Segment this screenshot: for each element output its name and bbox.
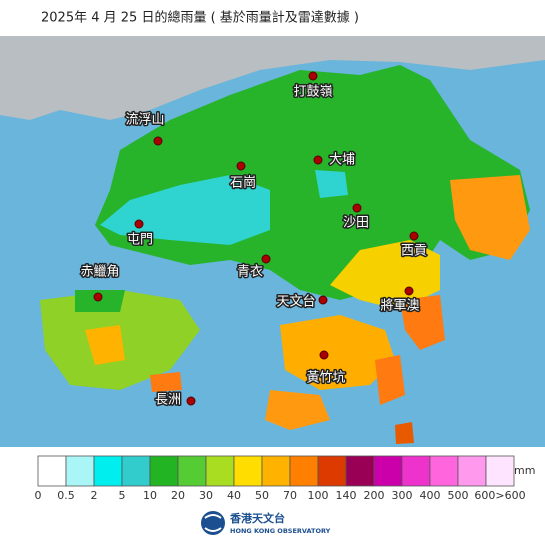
legend-label: 20 bbox=[171, 489, 185, 502]
legend-swatch bbox=[205, 455, 235, 487]
legend-swatch bbox=[317, 455, 347, 487]
legend-label: 5 bbox=[119, 489, 126, 502]
place-label: 黃竹坑 bbox=[306, 371, 345, 386]
place-label: 長洲 bbox=[155, 393, 181, 408]
legend-label: 10 bbox=[143, 489, 157, 502]
place-label: 西貢 bbox=[401, 244, 427, 259]
legend-label: 30 bbox=[199, 489, 213, 502]
place-label: 石崗 bbox=[230, 176, 256, 191]
station-dot bbox=[308, 71, 318, 81]
station-dot bbox=[409, 231, 419, 241]
station-dot bbox=[134, 219, 144, 229]
station-dot bbox=[261, 254, 271, 264]
map bbox=[0, 36, 545, 447]
station-dot bbox=[236, 161, 246, 171]
title: 2025年 4 月 25 日的總雨量 ( 基於雨量計及雷達數據 ) bbox=[41, 10, 359, 26]
legend-label: 100 bbox=[308, 489, 329, 502]
station-dot bbox=[153, 136, 163, 146]
legend-swatch bbox=[233, 455, 263, 487]
legend-swatch bbox=[401, 455, 431, 487]
station-dot bbox=[352, 203, 362, 213]
legend-swatch bbox=[177, 455, 207, 487]
place-label: 赤鱲角 bbox=[80, 265, 119, 280]
place-label: 青衣 bbox=[237, 264, 263, 280]
legend-swatch bbox=[121, 455, 151, 487]
legend-label: 500 bbox=[448, 489, 469, 502]
legend-unit: mm bbox=[514, 464, 535, 477]
legend-label: 0 bbox=[35, 489, 42, 502]
logo-name: 香港天文台 bbox=[229, 511, 285, 525]
legend: mm 0 0.5 2 5 10 20 30 40 50 70 100 140 200 300 400 500 6… bbox=[35, 455, 535, 502]
logo: 香港天文台 HONG KONG OBSERVATORY bbox=[201, 511, 331, 535]
station-dot bbox=[319, 350, 329, 360]
station-dot bbox=[186, 396, 196, 406]
places: 打鼓嶺 流浮山 大埔 石崗 沙田 屯門 西貢 赤鱲角 青衣 天文台 將軍澳 黃竹… bbox=[79, 71, 429, 409]
legend-swatch bbox=[345, 455, 375, 487]
legend-label: 300 bbox=[392, 489, 413, 502]
place-label: 流浮山 bbox=[125, 113, 164, 128]
legend-label: 600>600 bbox=[474, 489, 525, 502]
station-dot bbox=[93, 292, 103, 302]
legend-swatch bbox=[65, 455, 95, 487]
place-label: 屯門 bbox=[127, 233, 153, 248]
station-dot bbox=[313, 155, 323, 165]
legend-swatch bbox=[485, 455, 515, 487]
legend-swatch bbox=[261, 455, 291, 487]
legend-label: 400 bbox=[420, 489, 441, 502]
legend-label: 70 bbox=[283, 489, 297, 502]
place-label: 天文台 bbox=[276, 295, 315, 310]
legend-swatch bbox=[289, 455, 319, 487]
legend-swatch bbox=[149, 455, 179, 487]
station-dot bbox=[404, 286, 414, 296]
legend-label: 0.5 bbox=[57, 489, 75, 502]
place-label: 大埔 bbox=[329, 153, 355, 168]
legend-swatch bbox=[457, 455, 487, 487]
legend-swatch bbox=[429, 455, 459, 487]
place-label: 沙田 bbox=[343, 216, 369, 231]
legend-swatch bbox=[373, 455, 403, 487]
legend-label: 140 bbox=[336, 489, 357, 502]
station-dot bbox=[318, 295, 328, 305]
legend-swatch bbox=[37, 455, 67, 487]
legend-label: 2 bbox=[91, 489, 98, 502]
place-label: 將軍澳 bbox=[380, 298, 419, 314]
legend-label: 40 bbox=[227, 489, 241, 502]
legend-label: 50 bbox=[255, 489, 269, 502]
legend-label: 200 bbox=[364, 489, 385, 502]
place-label: 打鼓嶺 bbox=[293, 85, 332, 100]
legend-swatch bbox=[93, 455, 123, 487]
logo-english: HONG KONG OBSERVATORY bbox=[230, 527, 331, 535]
